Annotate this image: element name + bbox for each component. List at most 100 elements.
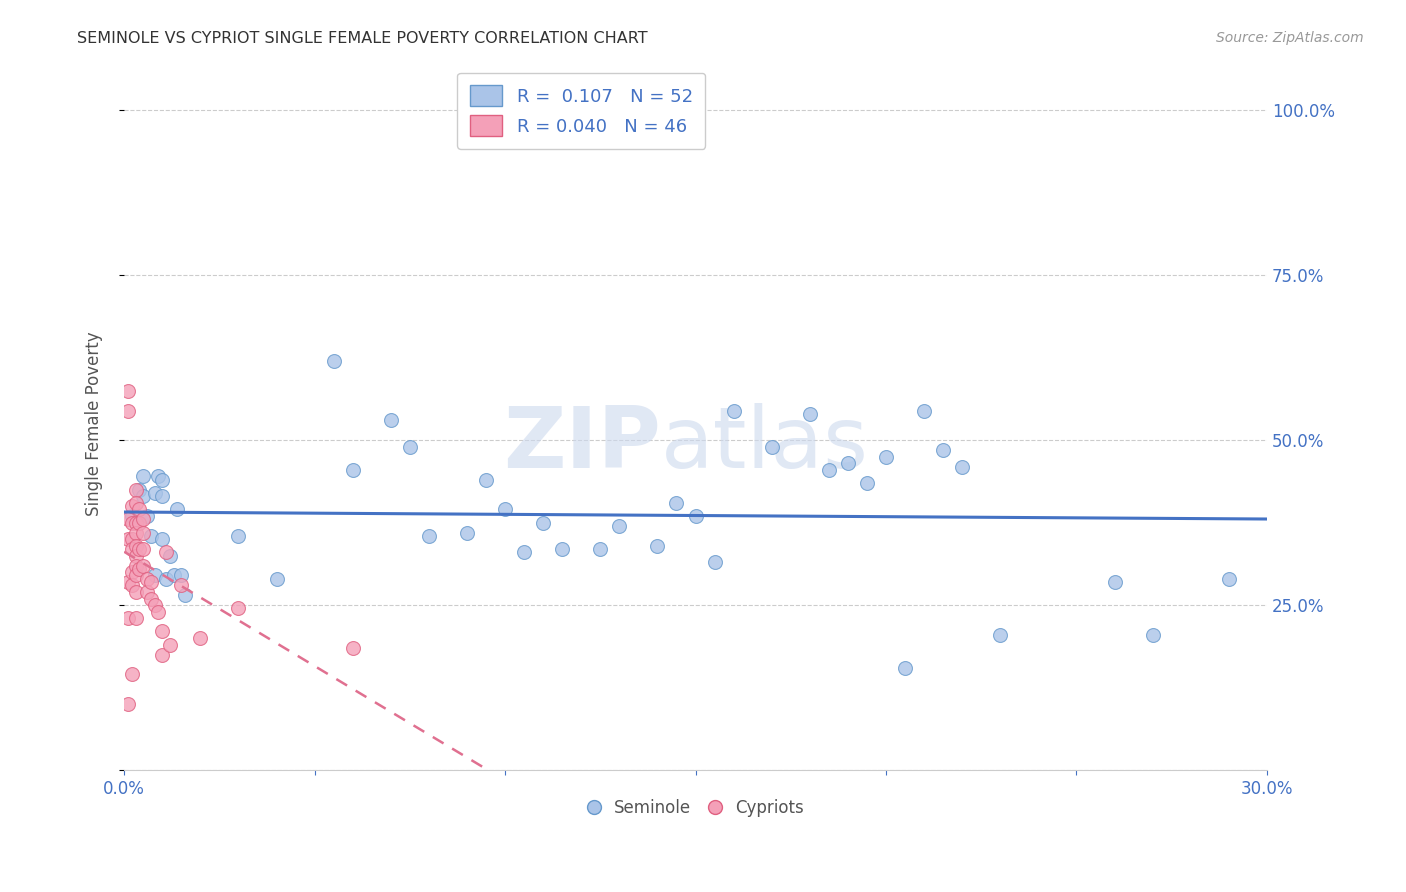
Point [124,539,146,553]
Point [322,354,344,368]
Point [148,469,170,483]
Point [124,483,146,497]
Text: SEMINOLE VS CYPRIOT SINGLE FEMALE POVERTY CORRELATION CHART: SEMINOLE VS CYPRIOT SINGLE FEMALE POVERT… [77,31,648,46]
Point [647,539,669,553]
Point [188,631,211,645]
Point [121,532,143,546]
Point [139,529,162,543]
Point [475,473,498,487]
Point [950,459,973,474]
Point [143,598,166,612]
Point [121,509,143,524]
Text: ZIP: ZIP [503,403,661,486]
Point [665,496,688,510]
Point [121,578,143,592]
Point [139,574,162,589]
Point [117,697,139,711]
Point [121,499,143,513]
Point [124,516,146,530]
Point [685,509,707,524]
Point [121,565,143,579]
Point [148,605,170,619]
Point [136,509,159,524]
Point [150,532,173,546]
Legend: Seminole, Cypriots: Seminole, Cypriots [581,793,810,824]
Point [150,648,173,662]
Point [799,407,821,421]
Point [398,440,420,454]
Point [124,585,146,599]
Point [703,555,725,569]
Point [228,601,250,615]
Point [531,516,554,530]
Point [607,519,630,533]
Point [456,525,478,540]
Point [875,450,897,464]
Point [342,640,364,655]
Point [163,568,186,582]
Point [136,585,159,599]
Point [117,532,139,546]
Text: Source: ZipAtlas.com: Source: ZipAtlas.com [1216,31,1364,45]
Point [155,545,177,559]
Point [513,545,536,559]
Point [117,512,139,526]
Point [723,403,745,417]
Point [174,588,197,602]
Point [132,512,155,526]
Point [136,572,159,586]
Point [117,611,139,625]
Point [132,489,155,503]
Point [117,403,139,417]
Point [132,558,155,573]
Point [166,502,188,516]
Point [121,516,143,530]
Point [128,502,150,516]
Point [117,384,139,398]
Point [380,413,402,427]
Point [150,473,173,487]
Point [912,403,935,417]
Point [124,496,146,510]
Point [128,483,150,497]
Point [124,611,146,625]
Point [988,628,1011,642]
Point [132,525,155,540]
Text: atlas: atlas [661,403,869,486]
Point [1218,572,1240,586]
Point [894,661,917,675]
Point [818,463,841,477]
Point [266,572,288,586]
Point [228,529,250,543]
Point [170,568,193,582]
Point [155,572,177,586]
Point [1104,574,1126,589]
Point [494,502,516,516]
Point [128,562,150,576]
Point [170,578,193,592]
Point [124,549,146,563]
Y-axis label: Single Female Poverty: Single Female Poverty [86,332,103,516]
Point [150,489,173,503]
Point [761,440,783,454]
Point [128,516,150,530]
Point [143,486,166,500]
Point [159,549,181,563]
Point [418,529,440,543]
Point [551,542,574,557]
Point [128,542,150,557]
Point [124,568,146,582]
Point [121,542,143,557]
Point [342,463,364,477]
Point [132,542,155,557]
Point [159,638,181,652]
Point [589,542,612,557]
Point [856,476,879,491]
Point [124,558,146,573]
Point [132,469,155,483]
Point [150,624,173,639]
Point [124,525,146,540]
Point [932,443,955,458]
Point [837,456,859,470]
Point [1142,628,1164,642]
